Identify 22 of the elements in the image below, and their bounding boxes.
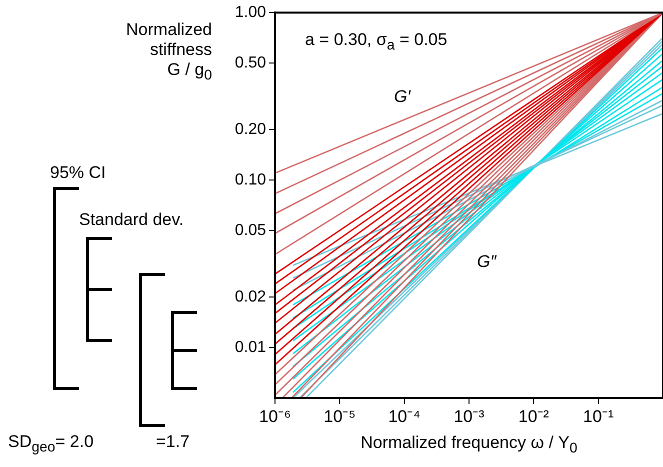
text: Standard dev. <box>79 210 184 230</box>
y-tick-label: 0.10 <box>234 171 266 188</box>
y-tick-label: 0.20 <box>234 121 266 138</box>
x-tick-label: 10⁻³ <box>454 406 485 426</box>
y-tick-label: 0.05 <box>234 222 266 239</box>
x-tick-label: 10⁻⁵ <box>324 406 356 426</box>
x-tick-label: 10⁻⁶ <box>259 406 291 426</box>
annotation: a = 0.30, σ$_{a}$ = 0.05 <box>305 30 448 56</box>
x-tick-label: 10⁻² <box>518 406 550 426</box>
y-axis-title: Normalized stiffness G / g$_{0}$ <box>125 20 212 86</box>
x-axis-title: Normalized frequency ω / Y$_{0}$ <box>360 433 578 458</box>
y-tick-label: 0.50 <box>234 54 266 72</box>
y-tick-label: 1.00 <box>234 4 266 22</box>
y-tick-label: 0.02 <box>234 288 266 306</box>
x-tick-label: 10⁻⁴ <box>388 406 420 426</box>
annotation: G″ <box>477 252 496 272</box>
text: =1.7 <box>156 432 190 452</box>
annotation: G′ <box>394 87 410 107</box>
y-tick-label: 0.01 <box>234 338 266 356</box>
x-tick-label: 10⁻¹ <box>583 406 614 426</box>
text: SD$_{geo}$= 2.0 <box>8 432 94 458</box>
text: 95% CI <box>50 163 106 183</box>
